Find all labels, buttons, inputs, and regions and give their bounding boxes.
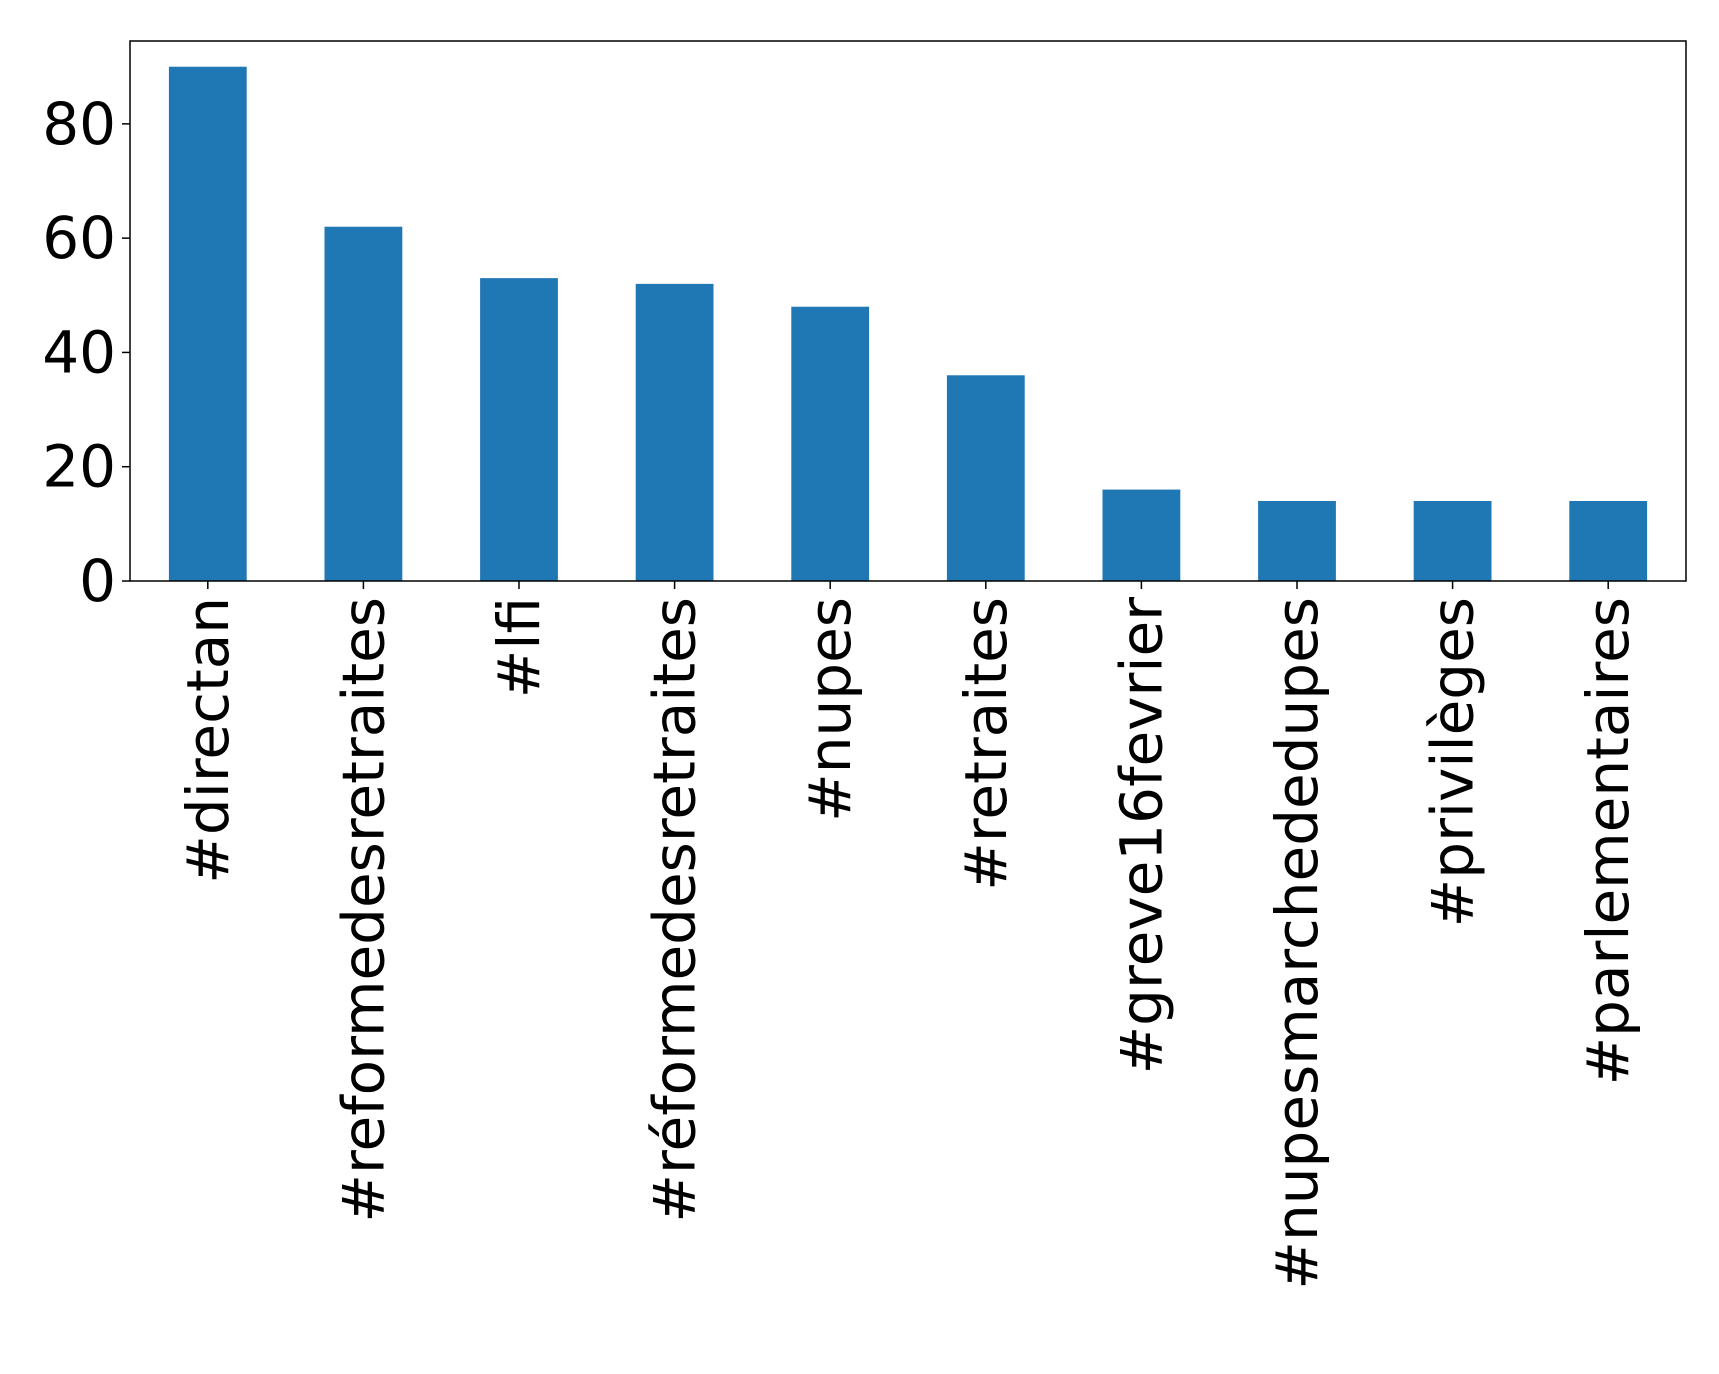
bars-group — [168, 66, 1648, 581]
bar-5 — [946, 375, 1025, 581]
x-tick-label-7: #nupesmarchededupes — [1263, 597, 1331, 1290]
bar-8 — [1413, 501, 1492, 581]
y-tick-label-4: 80 — [42, 90, 116, 158]
x-tick-label-0: #directan — [174, 597, 242, 884]
y-tick-label-1: 20 — [42, 433, 116, 501]
x-tick-label-3: #réformedesretraites — [641, 597, 709, 1223]
x-tick-label-5: #retraites — [952, 597, 1020, 891]
x-tick-label-9: #parlementaires — [1574, 597, 1642, 1085]
x-tick-label-4: #nupes — [796, 597, 864, 822]
y-tick-label-0: 0 — [79, 547, 116, 615]
bar-9 — [1569, 501, 1648, 581]
x-tick-label-6: #greve16fevrier — [1107, 597, 1175, 1075]
bar-7 — [1258, 501, 1336, 581]
x-axis-ticks: #directan #reformedesretraites #lfi #réform… — [174, 581, 1642, 1290]
bar-3 — [635, 283, 714, 581]
y-tick-label-2: 40 — [42, 318, 116, 386]
bar-6 — [1102, 489, 1181, 581]
bar-1 — [324, 226, 403, 581]
y-axis-ticks: 0 20 40 60 80 — [42, 90, 130, 615]
bar-4 — [791, 306, 870, 581]
bar-0 — [168, 66, 247, 581]
plot-frame — [129, 40, 1687, 582]
bar-2 — [480, 278, 558, 581]
x-tick-label-1: #reformedesretraites — [329, 597, 397, 1223]
y-tick-label-3: 60 — [42, 204, 116, 272]
x-tick-label-8: #privilèges — [1419, 597, 1487, 927]
x-tick-label-2: #lfi — [485, 597, 553, 698]
